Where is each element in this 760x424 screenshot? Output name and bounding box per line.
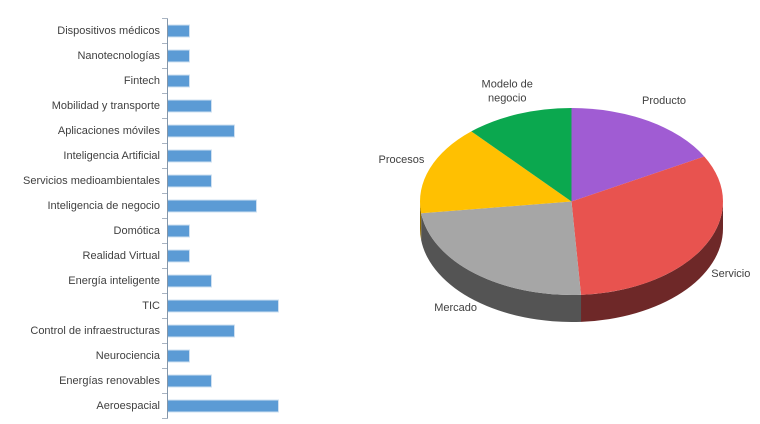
bar-track — [162, 118, 300, 144]
axis-tick — [162, 392, 168, 394]
bar-track — [162, 243, 300, 269]
bar-category-label: Fintech — [123, 74, 160, 87]
axis-tick — [162, 192, 168, 194]
pie-slice-label: Producto — [642, 94, 687, 107]
bar-category-label: Energías renovables — [59, 374, 160, 387]
bar-row: Energía inteligente — [0, 268, 300, 294]
bar-category-label: Aeroespacial — [96, 399, 160, 412]
bar-track — [162, 168, 300, 194]
bar-row: Inteligencia Artificial — [0, 143, 300, 169]
axis-tick — [162, 417, 168, 419]
bar-category-label: Energía inteligente — [68, 274, 160, 287]
bar-track — [162, 268, 300, 294]
bar-row: Realidad Virtual — [0, 243, 300, 269]
bar-category-label: Dispositivos médicos — [57, 24, 160, 37]
bar-track — [162, 393, 300, 419]
axis-tick — [162, 17, 168, 19]
bar-track — [162, 368, 300, 394]
pie-slice — [471, 108, 572, 202]
axis-tick — [162, 292, 168, 294]
bar — [168, 374, 213, 387]
bar-row: TIC — [0, 293, 300, 319]
bar — [168, 74, 191, 87]
bar — [168, 324, 235, 337]
bar-track — [162, 143, 300, 169]
axis-tick — [162, 217, 168, 219]
bar-category-label: Inteligencia de negocio — [47, 199, 160, 212]
axis-tick — [162, 242, 168, 244]
bar — [168, 274, 213, 287]
axis-tick — [162, 267, 168, 269]
bar-row: Aeroespacial — [0, 393, 300, 419]
bar-row: Dispositivos médicos — [0, 17, 300, 44]
bar-track — [162, 293, 300, 319]
axis-tick — [162, 117, 168, 119]
axis-tick — [162, 317, 168, 319]
axis-tick — [162, 67, 168, 69]
bar-track — [162, 43, 300, 69]
bar — [168, 249, 191, 262]
bar — [168, 124, 235, 137]
axis-tick — [162, 142, 168, 144]
axis-tick — [162, 367, 168, 369]
bar-category-label: Aplicaciones móviles — [57, 124, 160, 137]
bar-category-label: Realidad Virtual — [82, 249, 160, 262]
bar-category-label: Inteligencia Artificial — [63, 149, 160, 162]
bar — [168, 24, 191, 37]
pie-slice-side — [581, 201, 723, 322]
pie-slice — [571, 156, 723, 295]
bar-row: Mobilidad y transporte — [0, 93, 300, 119]
bar-row: Inteligencia de negocio — [0, 193, 300, 219]
bar-category-label: Mobilidad y transporte — [51, 99, 160, 112]
bar-track — [162, 17, 300, 44]
bar-category-label: TIC — [142, 299, 160, 312]
pie-slice-label: Mercado — [434, 301, 478, 314]
bar — [168, 49, 191, 62]
bar-category-label: Domótica — [113, 224, 160, 237]
bar-chart: Dispositivos médicos Nanotecnologías Finte… — [0, 17, 300, 419]
pie-slice-side — [421, 213, 582, 322]
bar-row: Control de infraestructuras — [0, 318, 300, 344]
bar-row: Neurociencia — [0, 343, 300, 369]
bar-track — [162, 93, 300, 119]
pie-svg — [420, 108, 723, 322]
pie-slice-side — [420, 201, 422, 241]
bar-track — [162, 318, 300, 344]
bar — [168, 99, 213, 112]
axis-tick — [162, 167, 168, 169]
bar-row: Fintech — [0, 68, 300, 94]
pie-slice — [571, 108, 705, 202]
pie-slice — [421, 201, 582, 295]
axis-tick — [162, 342, 168, 344]
pie-slice-label: Procesos — [378, 154, 425, 167]
bar-rows: Dispositivos médicos Nanotecnologías Finte… — [0, 17, 300, 419]
pie-chart: Producto Servicio Mercado Procesos Modelo de… — [378, 52, 760, 372]
axis-tick — [162, 42, 168, 44]
bar-row: Domótica — [0, 218, 300, 244]
bar-category-label: Nanotecnologías — [77, 49, 160, 62]
bar-row: Servicios medioambientales — [0, 168, 300, 194]
pie-slice-label: Servicio — [711, 267, 751, 280]
bar — [168, 199, 257, 212]
bar — [168, 399, 279, 412]
pie-slice — [420, 131, 572, 214]
bar — [168, 224, 191, 237]
bar-category-label: Servicios medioambientales — [23, 174, 160, 187]
bar-category-label: Control de infraestructuras — [30, 324, 160, 337]
bar-row: Nanotecnologías — [0, 43, 300, 69]
bar — [168, 299, 279, 312]
bar-row: Aplicaciones móviles — [0, 118, 300, 144]
pie-slice-label: Modelo de negocio — [481, 78, 533, 106]
bar-track — [162, 218, 300, 244]
axis-tick — [162, 92, 168, 94]
bar — [168, 349, 191, 362]
bar-track — [162, 68, 300, 94]
bar-track — [162, 193, 300, 219]
bar — [168, 149, 213, 162]
bar-track — [162, 343, 300, 369]
bar — [168, 174, 213, 187]
bar-category-label: Neurociencia — [95, 349, 160, 362]
bar-row: Energías renovables — [0, 368, 300, 394]
